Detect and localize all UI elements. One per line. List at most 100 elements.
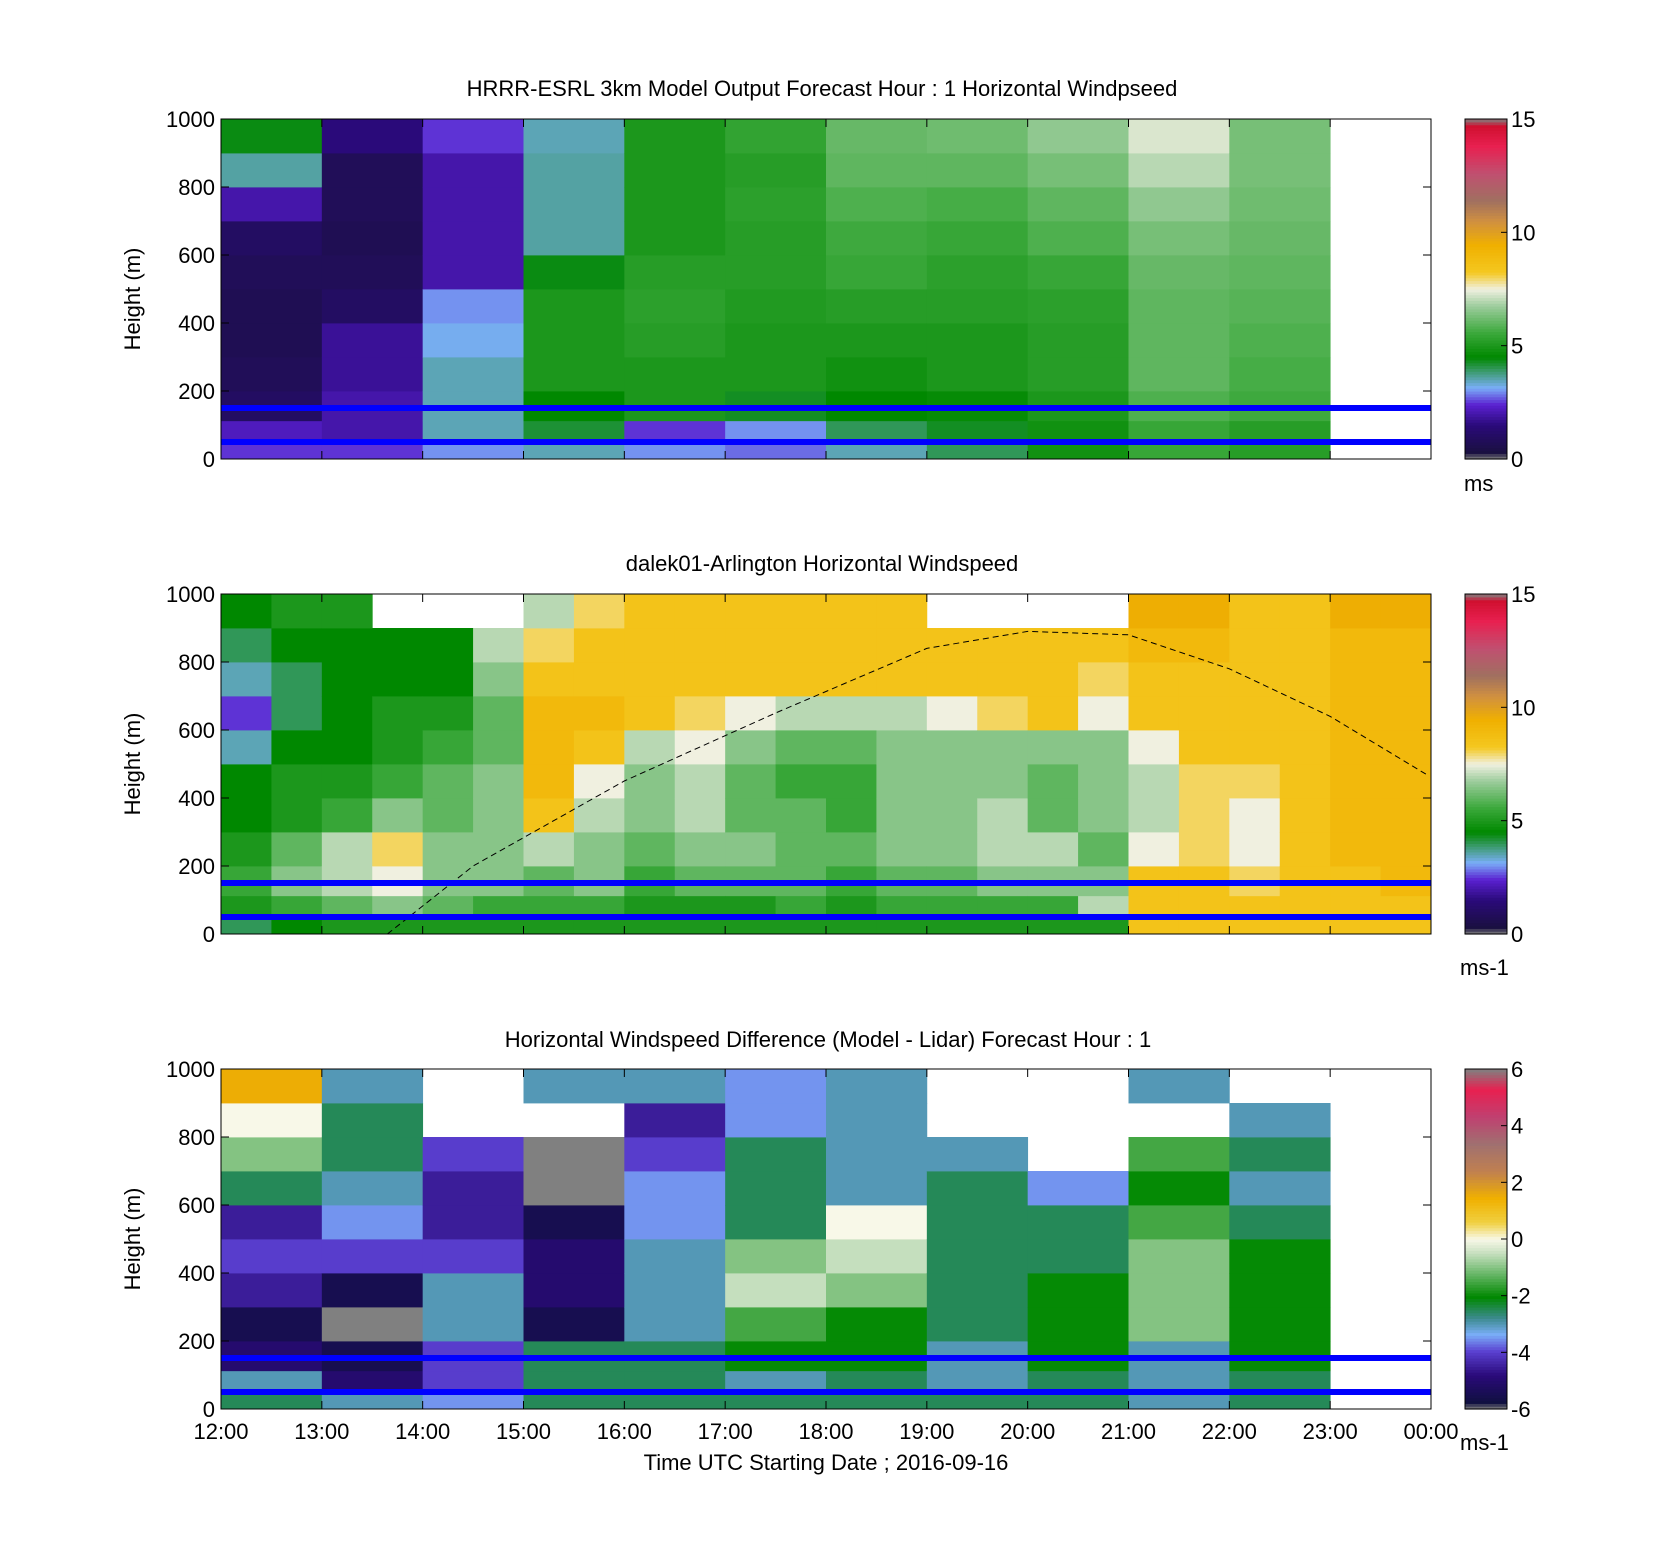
heatmap-cell (1128, 1239, 1230, 1274)
heatmap-cell (321, 1239, 424, 1274)
heatmap-cell (725, 628, 776, 663)
heatmap-cell (1128, 1137, 1230, 1172)
heatmap-cell (876, 798, 928, 833)
colorbar-swatch (1465, 229, 1507, 233)
colorbar-swatch (1465, 164, 1507, 168)
colorbar-swatch (1465, 161, 1507, 165)
heatmap-cell (826, 1273, 928, 1308)
colorbar-swatch (1465, 291, 1507, 296)
colorbar-swatch (1465, 283, 1507, 287)
colorbar-swatch (1465, 1375, 1507, 1379)
heatmap-cell (1380, 764, 1432, 799)
heatmap-cell (422, 221, 524, 256)
colorbar-swatch (1465, 1392, 1507, 1396)
colorbar-swatch (1465, 393, 1507, 398)
colorbar-swatch (1465, 613, 1507, 618)
colorbar-swatch (1465, 1244, 1507, 1249)
colorbar-swatch (1465, 834, 1507, 839)
heatmap-cell (321, 895, 373, 918)
heatmap-cell (1078, 917, 1129, 935)
colorbar-swatch (1465, 826, 1507, 830)
colorbar-swatch (1465, 240, 1507, 245)
colorbar-swatch (1465, 277, 1507, 282)
heatmap-cell (725, 420, 827, 443)
colorbar-swatch (1465, 396, 1507, 401)
colorbar-swatch (1465, 1074, 1507, 1079)
heatmap-cell (1330, 764, 1381, 799)
x-tick-label: 21:00 (1101, 1419, 1156, 1444)
heatmap-cell (1128, 119, 1230, 154)
heatmap-cell (1229, 255, 1331, 290)
heatmap-cell (1380, 594, 1432, 629)
heatmap-cell (1330, 832, 1381, 867)
colorbar-swatch (1465, 1227, 1507, 1232)
colorbar-swatch (1465, 1315, 1507, 1319)
colorbar-swatch (1465, 1069, 1507, 1073)
heatmap-cell (977, 628, 1029, 663)
heatmap-cell (977, 895, 1029, 918)
heatmap-cell (1027, 895, 1079, 918)
heatmap-cell (523, 289, 625, 324)
colorbar-swatch (1465, 636, 1507, 640)
heatmap-cell (1027, 442, 1129, 460)
colorbar-swatch (1465, 877, 1507, 881)
heatmap-cell (321, 696, 373, 731)
heatmap-cell (926, 153, 1029, 188)
heatmap-cell (422, 1239, 524, 1274)
heatmap-cell (624, 730, 676, 765)
colorbar-swatch (1465, 255, 1507, 259)
colorbar-swatch (1465, 687, 1507, 691)
heatmap-cell (473, 764, 524, 799)
heatmap-cell (221, 1307, 323, 1342)
colorbar-swatch (1465, 294, 1507, 299)
colorbar-swatch (1465, 1222, 1507, 1226)
heatmap-cell (876, 917, 928, 935)
colorbar-swatch (1465, 1114, 1507, 1118)
colorbar-swatch (1465, 337, 1507, 341)
heatmap-cell (1229, 1171, 1331, 1206)
heatmap-cell (624, 357, 726, 392)
colorbar-swatch (1465, 1335, 1507, 1339)
heatmap-cell (725, 1239, 827, 1274)
heatmap-cell (523, 730, 575, 765)
colorbar-swatch (1465, 357, 1507, 361)
heatmap-cell (271, 628, 323, 663)
colorbar-tick-label: 15 (1511, 582, 1535, 607)
heatmap-cell (1229, 1239, 1331, 1274)
colorbar-swatch (1465, 215, 1507, 219)
heatmap-cell (1027, 730, 1079, 765)
colorbar-swatch (1465, 1088, 1507, 1093)
colorbar-frame (1464, 593, 1508, 935)
colorbar-swatch (1465, 817, 1507, 822)
colorbar-swatch (1465, 693, 1507, 697)
colorbar-swatch (1465, 218, 1507, 222)
colorbar-tick-label: -2 (1511, 1284, 1531, 1309)
heatmap-cell (1229, 895, 1281, 918)
heatmap-cell (624, 221, 726, 256)
colorbar-swatch (1465, 1264, 1507, 1268)
colorbar-swatch (1465, 690, 1507, 694)
heatmap-cell (1229, 1103, 1331, 1138)
heatmap-cell (725, 357, 827, 392)
colorbar-swatch (1465, 340, 1507, 344)
heatmap-cell (372, 895, 424, 918)
panel-lidar-heatmap (221, 594, 1432, 935)
panel-difference-colorbar: -6 -4 -2 0 2 4 6 (1464, 1057, 1531, 1422)
heatmap-cell (1380, 917, 1432, 935)
colorbar-swatch (1465, 1125, 1507, 1130)
heatmap-cell (1229, 187, 1331, 222)
x-tick-label: 20:00 (1000, 1419, 1055, 1444)
heatmap-cell (523, 628, 575, 663)
heatmap-cell (221, 1137, 323, 1172)
colorbar-swatch (1465, 783, 1507, 788)
colorbar-swatch (1465, 167, 1507, 171)
heatmap-cell (826, 221, 928, 256)
heatmap-cell (1178, 917, 1230, 935)
heatmap-cell (624, 289, 726, 324)
heatmap-cell (221, 662, 272, 697)
heatmap-cell (926, 832, 978, 867)
y-tick-label: 800 (178, 175, 215, 200)
heatmap-cell (725, 594, 776, 629)
heatmap-cell (523, 1137, 625, 1172)
heatmap-cell (1380, 628, 1432, 663)
